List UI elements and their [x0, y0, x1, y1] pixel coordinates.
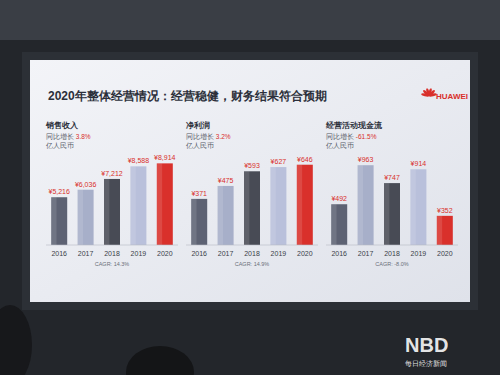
data-label: ¥371 — [191, 190, 207, 197]
head-silhouette — [0, 305, 32, 375]
screen-frame — [22, 52, 478, 310]
bar — [78, 190, 94, 245]
bar — [51, 197, 67, 245]
category-label: 2020 — [157, 250, 173, 257]
chart-title: 销售收入 — [45, 121, 79, 130]
brand-name: HUAWEI — [436, 92, 468, 101]
chart-subtitle: 同比增长 3.8% — [46, 133, 91, 140]
axis-label: 亿人民币 — [325, 142, 354, 150]
category-label: 2019 — [131, 250, 147, 257]
bar-highlight — [410, 169, 415, 245]
bar-highlight — [51, 197, 56, 245]
background — [0, 0, 500, 375]
data-label: ¥593 — [244, 162, 260, 169]
canvas: 2020年整体经营情况：经营稳健，财务结果符合预期 HUAWEI 销售收入同比增长 … — [0, 0, 500, 375]
bar — [297, 165, 313, 245]
data-label: ¥8,914 — [154, 154, 176, 161]
data-label: ¥492 — [331, 195, 347, 202]
bars — [331, 165, 453, 245]
category-label: 2018 — [104, 250, 120, 257]
category-label: 2018 — [244, 250, 260, 257]
ceiling — [0, 0, 500, 40]
bar — [410, 169, 426, 245]
data-label: ¥747 — [384, 174, 400, 181]
bar — [104, 179, 120, 245]
category-label: 2018 — [384, 250, 400, 257]
category-label: 2016 — [51, 250, 67, 257]
category-label: 2016 — [191, 250, 207, 257]
bar — [191, 199, 207, 245]
baseline — [186, 245, 318, 246]
chart-title: 经营活动现金流 — [325, 120, 383, 130]
brand-logo — [421, 88, 437, 97]
data-label: ¥627 — [271, 158, 287, 165]
annotation: CAGR: 14.9% — [235, 261, 270, 267]
data-label: ¥475 — [218, 177, 234, 184]
category-label: 2017 — [218, 250, 234, 257]
bar — [157, 163, 173, 245]
category-label: 2019 — [411, 250, 427, 257]
data-label: ¥352 — [437, 207, 453, 214]
bar-highlight — [218, 186, 223, 245]
bar-highlight — [78, 190, 83, 245]
axis-label: 亿人民币 — [45, 142, 74, 150]
watermark: NBD — [405, 334, 448, 356]
bar — [331, 204, 347, 245]
data-label: ¥6,036 — [75, 181, 97, 188]
bar-highlight — [358, 165, 363, 245]
slide — [30, 60, 470, 302]
bar — [384, 183, 400, 245]
bar — [218, 186, 234, 245]
axis-label: 亿人民币 — [185, 142, 214, 150]
data-label: ¥8,588 — [128, 157, 150, 164]
head-silhouette — [126, 346, 194, 375]
slide-title: 2020年整体经营情况：经营稳健，财务结果符合预期 — [48, 89, 327, 103]
data-label: ¥5,216 — [48, 188, 70, 195]
baseline — [46, 245, 178, 246]
bar-highlight — [437, 216, 442, 245]
chart-subtitle: 同比增长 3.2% — [186, 133, 231, 140]
category-label: 2016 — [331, 250, 347, 257]
bar-highlight — [270, 167, 275, 245]
bar — [358, 165, 374, 245]
bar-highlight — [130, 166, 135, 245]
baseline — [326, 245, 458, 246]
data-label: ¥963 — [358, 156, 374, 163]
category-label: 2017 — [358, 250, 374, 257]
bar-highlight — [297, 165, 302, 245]
chart-title: 净利润 — [186, 120, 210, 130]
data-label: ¥646 — [297, 156, 313, 163]
bar-highlight — [157, 163, 162, 245]
bar-highlight — [384, 183, 389, 245]
annotation: CAGR: 14.3% — [95, 261, 130, 267]
bar — [244, 171, 260, 245]
chart-panel: 净利润同比增长 3.2% 亿人民币 ¥371 2016 ¥475 2017 ¥593 2018… — [185, 120, 318, 267]
chart-panel: 销售收入同比增长 3.8% 亿人民币 ¥5,216 2016 ¥6,036 2017 ¥7,… — [45, 121, 178, 267]
chart-panel: 经营活动现金流同比增长 -61.5% 亿人民币 ¥492 2016 ¥963 2017 ¥7… — [325, 120, 458, 267]
bars — [51, 163, 173, 245]
watermark-caption: 每日经济新闻 — [405, 360, 447, 368]
category-label: 2020 — [297, 250, 313, 257]
bar — [270, 167, 286, 245]
category-label: 2020 — [437, 250, 453, 257]
category-label: 2017 — [78, 250, 94, 257]
bar-highlight — [191, 199, 196, 245]
annotation: CAGR: -8.0% — [375, 261, 408, 267]
bar-highlight — [104, 179, 109, 245]
chart-subtitle: 同比增长 -61.5% — [326, 133, 377, 140]
bar-highlight — [331, 204, 336, 245]
data-label: ¥7,212 — [101, 170, 123, 177]
data-label: ¥914 — [411, 160, 427, 167]
category-label: 2019 — [271, 250, 287, 257]
bar-highlight — [244, 171, 249, 245]
bar — [130, 166, 146, 245]
bar — [437, 216, 453, 245]
bars — [191, 165, 313, 245]
